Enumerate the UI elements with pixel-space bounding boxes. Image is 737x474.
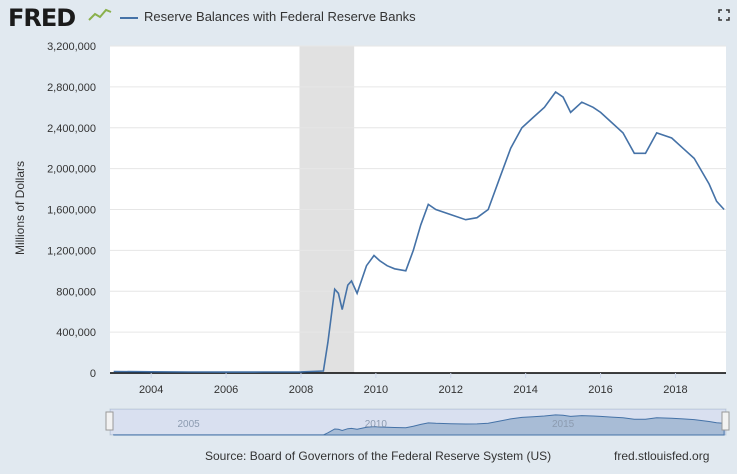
y-tick-label: 1,200,000 xyxy=(47,245,96,257)
navigator-label: 2005 xyxy=(178,419,201,430)
navigator-series xyxy=(112,414,725,436)
y-tick-label: 3,200,000 xyxy=(47,41,96,53)
y-tick-label: 2,400,000 xyxy=(47,123,96,135)
y-tick-label: 0 xyxy=(90,368,96,380)
fred-logo[interactable]: FRED xyxy=(8,4,76,32)
y-tick-label: 1,600,000 xyxy=(47,205,96,217)
x-tick-label: 2016 xyxy=(588,384,612,396)
x-tick-label: 2010 xyxy=(364,384,388,396)
series-line[interactable] xyxy=(113,90,725,373)
x-tick-label: 2018 xyxy=(663,384,687,396)
x-tick-label: 2008 xyxy=(289,384,313,396)
navigator[interactable]: 2005 2010 2015 xyxy=(105,408,730,436)
x-tick-label: 2006 xyxy=(214,384,238,396)
navigator-right-handle[interactable] xyxy=(721,411,730,431)
navigator-label: 2010 xyxy=(365,419,388,430)
site-link[interactable]: fred.stlouisfed.org xyxy=(614,449,710,463)
y-tick-label: 800,000 xyxy=(56,286,96,298)
y-tick-label: 400,000 xyxy=(56,327,96,339)
x-tick-label: 2014 xyxy=(513,384,537,396)
y-tick-label: 2,000,000 xyxy=(47,164,96,176)
navigator-label: 2015 xyxy=(552,419,575,430)
legend-label: Reserve Balances with Federal Reserve Ba… xyxy=(144,9,416,24)
navigator-left-handle[interactable] xyxy=(105,411,114,431)
source-text: Source: Board of Governors of the Federa… xyxy=(205,449,552,463)
fullscreen-icon[interactable] xyxy=(718,9,730,21)
x-tick-label: 2012 xyxy=(439,384,463,396)
legend-swatch xyxy=(120,16,138,19)
legend: Reserve Balances with Federal Reserve Ba… xyxy=(120,9,416,24)
x-tick-label: 2004 xyxy=(139,384,163,396)
y-tick-label: 2,800,000 xyxy=(47,82,96,94)
line-graph-icon xyxy=(88,8,112,21)
